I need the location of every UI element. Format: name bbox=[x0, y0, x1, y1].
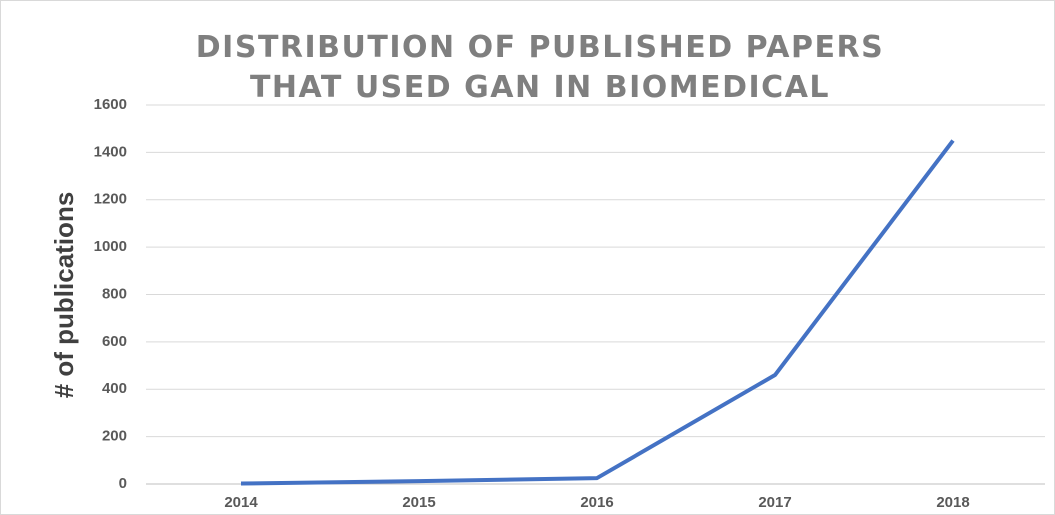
x-tick-label: 2016 bbox=[580, 494, 613, 511]
x-tick-label: 2015 bbox=[402, 494, 435, 511]
y-tick-label: 0 bbox=[119, 475, 127, 492]
y-tick-label: 400 bbox=[102, 380, 127, 397]
y-tick-label: 800 bbox=[102, 285, 127, 302]
y-tick-label: 1400 bbox=[94, 143, 127, 160]
y-tick-label: 200 bbox=[102, 428, 127, 445]
x-tick-label: 2018 bbox=[936, 494, 969, 511]
y-tick-label: 1600 bbox=[94, 96, 127, 113]
y-tick-label: 1200 bbox=[94, 191, 127, 208]
y-tick-label: 1000 bbox=[94, 238, 127, 255]
data-line bbox=[240, 139, 955, 486]
y-axis-label: # of publications bbox=[49, 192, 79, 399]
x-tick-label: 2017 bbox=[758, 494, 791, 511]
chart-title: DISTRIBUTION OF PUBLISHED PAPERS THAT US… bbox=[195, 30, 885, 105]
y-tick-label: 600 bbox=[102, 333, 127, 350]
x-tick-label: 2014 bbox=[224, 494, 258, 511]
